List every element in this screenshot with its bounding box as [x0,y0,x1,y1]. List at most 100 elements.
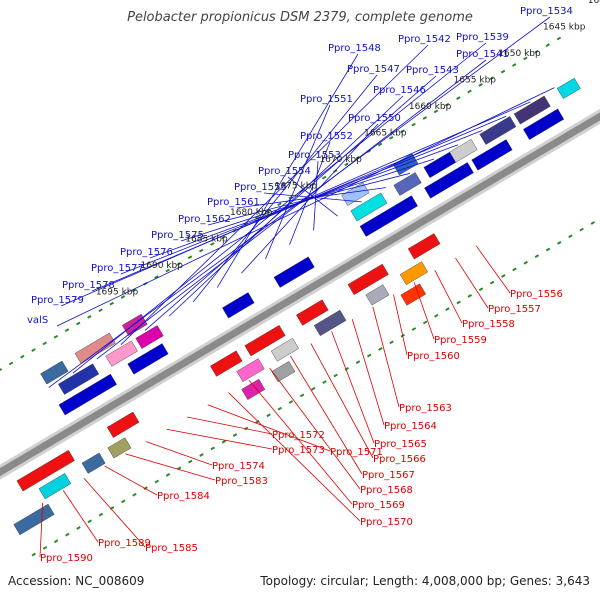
tick-mark [266,208,271,213]
tick-mark [65,532,70,537]
tick-mark [98,512,104,517]
gene-label-leader [62,490,99,543]
tick-mark [255,419,260,424]
tick-mark [422,320,428,325]
gene-label-forward: Ppro_1553 [288,150,341,161]
gene-label-forward: Ppro_1576 [120,247,173,258]
tick-mark [176,261,182,266]
gene-block [347,263,389,296]
tick-mark [277,202,282,207]
tick-mark [221,235,226,240]
tick-mark [545,247,551,252]
tick-mark [500,69,506,74]
gene-label-leader [145,441,213,466]
accession-text: Accession: NC_008609 [8,574,145,588]
gene-block [523,108,565,140]
tick-mark [53,334,59,339]
gene-label-leader [475,245,511,294]
gene-label-forward: Ppro_1542 [398,34,451,45]
map-title: Pelobacter propionicus DSM 2379, complet… [127,10,473,25]
gene-label-forward: Ppro_1548 [328,43,381,54]
tick-mark [467,294,473,298]
gene-block [399,261,429,286]
gene-block [210,350,243,377]
gene-label-leader [289,141,331,245]
gene-label-leader [56,87,555,327]
tick-mark [109,301,114,306]
tick-mark [411,327,417,331]
tick-mark [322,380,327,384]
gene-block [424,162,474,199]
gene-label-reverse: Ppro_1557 [488,304,541,315]
gene-label-reverse: Ppro_1585 [145,543,198,554]
tick-mark [556,36,562,41]
gene-block [407,233,441,260]
tick-mark [523,260,528,265]
tick-mark [523,56,528,61]
scale-label: 1640 kbp [588,0,600,6]
tick-mark [545,43,550,47]
gene-label-reverse: Ppro_1564 [384,421,437,432]
tick-mark [366,353,372,358]
gene-label-reverse: Ppro_1563 [399,403,452,414]
gene-label-leader [120,44,429,345]
gene-label-reverse: Ppro_1556 [510,289,563,300]
tick-mark [198,248,204,253]
gene-label-forward: Ppro_1578 [62,280,115,291]
tick-mark [579,227,584,232]
tick-mark [254,215,260,220]
gene-label-leader [192,74,378,303]
tick-mark [534,49,539,54]
gene-block [556,77,581,99]
topology-text: Topology: circular; Length: 4,008,000 bp… [260,574,590,588]
gene-block [365,284,390,306]
gene-label-reverse: Ppro_1558 [462,319,515,330]
gene-label-leader [91,115,507,292]
gene-label-forward: Ppro_1550 [348,113,401,124]
tick-mark [299,393,305,398]
gene-label-forward: Ppro_1534 [520,6,573,17]
tick-mark [0,368,3,372]
gene-block [127,343,169,375]
gene-label-leader [248,380,353,505]
scale-labels: 1640 kbp 1645 kbp 1650 kbp 1655 kbp 1660 kbp… [96,0,600,297]
tick-mark [512,267,517,272]
tick-mark [188,459,193,464]
gene-block [38,473,72,500]
gene-block [241,378,266,400]
gene-label-leader [125,453,216,481]
gene-block [350,192,388,222]
gene-label-forward: Ppro_1555 [234,182,287,193]
gene-label-forward: Ppro_1554 [258,166,311,177]
tick-mark [378,347,383,351]
tick-mark [355,360,361,365]
gene-label-forward: Ppro_1539 [456,32,509,43]
gene-features [13,77,581,536]
gene-label-leader [60,101,531,307]
tick-mark [344,162,349,167]
tick-mark [456,300,461,305]
tick-mark [389,340,394,345]
scale-label: 1695 kbp [96,287,139,297]
gene-label-leader [96,59,487,360]
tick-mark [422,116,428,120]
gene-label-leader [413,282,435,340]
tick-mark [433,109,439,114]
scale-label: 1655 kbp [454,75,497,85]
tick-mark [53,539,59,544]
tick-mark [489,76,495,81]
gene-block [74,332,116,364]
gene-label-reverse: Ppro_1583 [215,476,268,487]
gene-block [16,449,75,492]
gene-label-reverse: Ppro_1574 [212,461,265,472]
tick-mark [199,453,204,457]
gene-block [296,299,329,326]
gene-label-leader [187,416,273,435]
gene-block [81,452,106,474]
gene-label-leader [331,331,375,444]
gene-label-forward: Ppro_1561 [207,197,260,208]
scale-label: 1670 kbp [319,155,362,165]
gene-label-forward: valS [27,315,48,326]
tick-mark [321,175,327,180]
